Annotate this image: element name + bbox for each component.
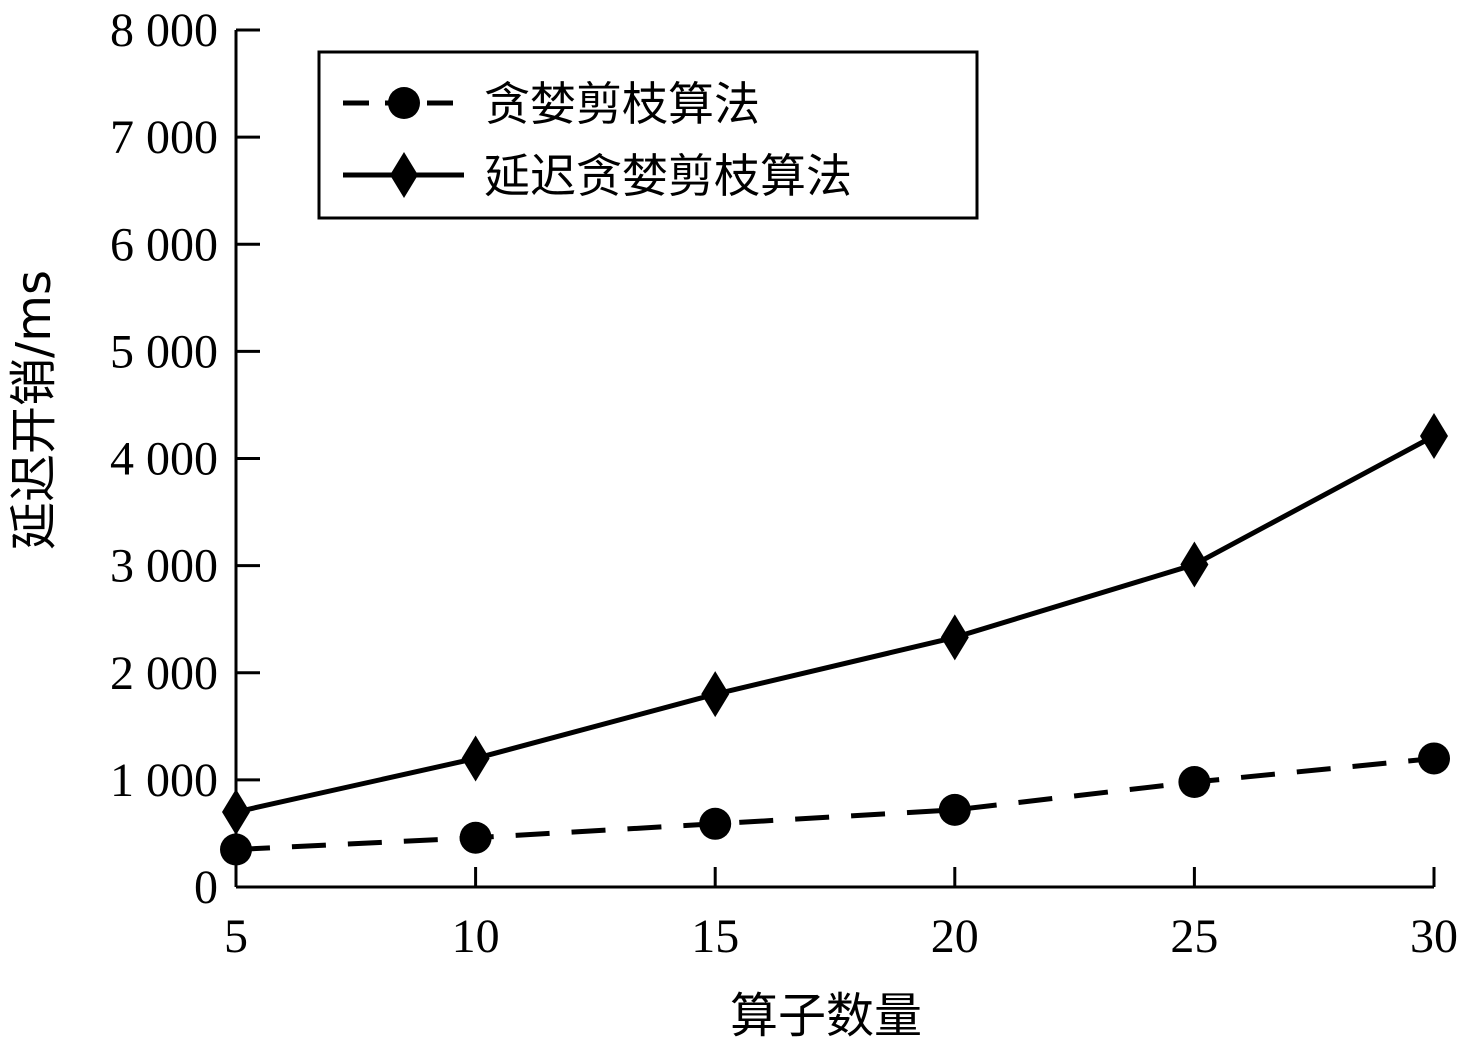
x-tick-label: 10 (452, 910, 500, 963)
y-tick-label: 7 000 (110, 111, 218, 164)
legend-marker (388, 87, 420, 119)
series-layer (220, 413, 1450, 866)
y-tick-label: 2 000 (110, 647, 218, 700)
data-point (938, 793, 971, 826)
y-tick-label: 8 000 (110, 4, 218, 57)
y-tick-label: 5 000 (110, 325, 218, 378)
x-tick-label: 15 (691, 910, 739, 963)
y-tick-label: 3 000 (110, 540, 218, 593)
x-axis-title: 算子数量 (730, 988, 922, 1044)
y-axis-title: 延迟开销/ms (6, 270, 62, 550)
x-tick-label: 5 (224, 910, 248, 963)
series-1 (220, 742, 1450, 866)
data-point (220, 833, 252, 866)
data-point (699, 807, 732, 840)
series-line (235, 433, 1436, 815)
data-point (701, 671, 730, 718)
x-tick-label: 25 (1170, 910, 1218, 963)
data-point (940, 614, 969, 661)
x-axis-ticks: 5 10 15 20 25 30 (224, 867, 1458, 963)
legend-label: 贪婪剪枝算法 (484, 77, 760, 131)
data-point (459, 821, 492, 854)
legend-box (317, 50, 979, 220)
series-line (235, 755, 1435, 853)
y-tick-label: 6 000 (110, 218, 218, 271)
data-point (1420, 413, 1448, 460)
series-2 (222, 413, 1448, 836)
y-axis-ticks: 0 1 000 2 000 3 000 4 000 5 000 6 000 7 000 8 00… (110, 4, 260, 914)
y-tick-label: 1 000 (110, 754, 218, 807)
data-point (1178, 766, 1211, 799)
data-point (1180, 541, 1209, 588)
y-tick-label: 0 (194, 861, 218, 914)
legend-label: 延迟贪婪剪枝算法 (484, 149, 852, 203)
data-point (222, 789, 250, 836)
data-point (1418, 742, 1450, 775)
data-point (461, 735, 490, 782)
y-tick-label: 4 000 (110, 433, 218, 486)
legend-marker (390, 152, 418, 198)
x-tick-label: 20 (931, 910, 979, 963)
x-tick-label: 30 (1410, 910, 1458, 963)
